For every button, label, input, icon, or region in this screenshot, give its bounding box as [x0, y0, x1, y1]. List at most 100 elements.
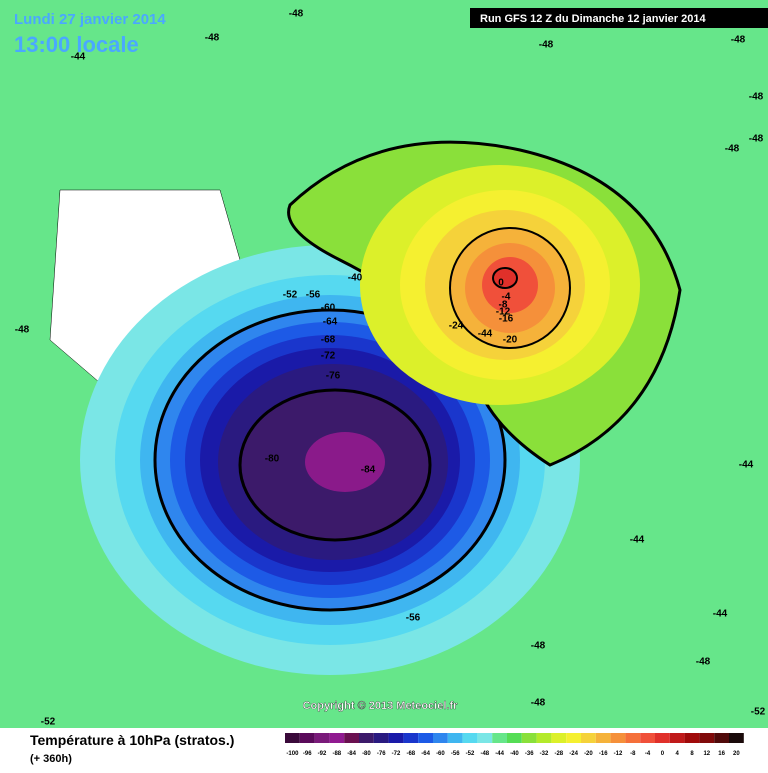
legend-swatch	[447, 733, 463, 743]
legend-swatch	[388, 733, 404, 743]
legend-swatch	[729, 733, 744, 743]
legend-label: 16	[718, 751, 725, 757]
legend-swatch	[669, 733, 685, 743]
contour-label: -84	[361, 465, 376, 476]
legend-label: -8	[630, 751, 636, 757]
legend-label: -100	[286, 751, 299, 757]
contour-label: -56	[306, 290, 321, 301]
legend-label: -44	[495, 751, 504, 757]
contour-label: -48	[205, 33, 220, 44]
run-box	[470, 8, 768, 28]
legend-swatch	[684, 733, 700, 743]
legend-swatch	[492, 733, 507, 743]
contour-label: -48	[531, 698, 546, 709]
run: Run GFS 12 Z du Dimanche 12 janvier 2014	[480, 13, 706, 25]
legend-swatch	[714, 733, 729, 743]
contour-label: -16	[499, 314, 514, 325]
contour-label: -8	[499, 300, 508, 311]
legend-label: -48	[480, 751, 489, 757]
contour-label: -68	[321, 335, 336, 346]
contour-label: -48	[749, 92, 764, 103]
legend-label: -60	[436, 751, 445, 757]
legend-swatch	[566, 733, 581, 743]
legend-swatch	[314, 733, 330, 743]
legend-label: 0	[661, 751, 665, 757]
legend-swatch	[299, 733, 315, 743]
legend-label: -92	[318, 751, 327, 757]
legend-label: -80	[362, 751, 371, 757]
contour-label: -60	[321, 303, 336, 314]
legend-label: -20	[584, 751, 593, 757]
legend-swatch	[699, 733, 715, 743]
contour-label: -80	[265, 454, 280, 465]
legend-label: -40	[510, 751, 519, 757]
contour-label: -48	[749, 134, 764, 145]
contour-label: -12	[496, 307, 511, 318]
legend-label: -32	[540, 751, 549, 757]
legend-label: -64	[421, 751, 430, 757]
contour-label: -52	[751, 707, 766, 718]
legend-swatch	[595, 733, 611, 743]
map-fields	[49, 140, 682, 675]
contour-label: -20	[503, 335, 518, 346]
legend-swatch	[373, 733, 389, 743]
legend-label: -12	[614, 751, 623, 757]
contour-label: -44	[478, 329, 493, 340]
legend-swatch	[462, 733, 478, 743]
contour-label: -24	[449, 321, 464, 332]
contour-label: -48	[531, 641, 546, 652]
contour-label: -48	[539, 40, 554, 51]
contour-label: -44	[713, 609, 728, 620]
contour-label: -44	[630, 535, 645, 546]
legend-label: -24	[569, 751, 578, 757]
footer-lead: (+ 360h)	[30, 753, 72, 765]
legend-swatch	[359, 733, 374, 743]
legend-label: 20	[733, 751, 740, 757]
contour-label: -48	[696, 657, 711, 668]
legend-label: -68	[406, 751, 415, 757]
legend-swatch	[433, 733, 448, 743]
legend-swatch	[285, 733, 300, 743]
legend-swatch	[477, 733, 493, 743]
contour-label: -48	[289, 9, 304, 20]
legend-label: -36	[525, 751, 534, 757]
legend-swatch	[521, 733, 537, 743]
contour-labels: -48-48-44-48 -48-48-48-48-52 -56-60-64-68-…	[15, 9, 766, 728]
contour-label: -48	[725, 144, 740, 155]
contour-label: -48	[731, 35, 746, 46]
legend-swatch	[403, 733, 419, 743]
legend-label: -72	[392, 751, 401, 757]
contour-label: -52	[41, 717, 56, 728]
legend-swatch	[610, 733, 626, 743]
legend-label: 4	[676, 751, 680, 757]
legend-label: -52	[466, 751, 475, 757]
legend-swatch	[536, 733, 552, 743]
date: Lundi 27 janvier 2014	[14, 11, 166, 28]
legend-label: -96	[303, 751, 312, 757]
legend-swatch	[418, 733, 433, 743]
legend: -100 -96 -92 -88 -84 -80 -76 -72 -68 -64 -60 -56 -52…	[285, 733, 744, 757]
contour-label: -40	[348, 273, 363, 284]
legend-label: -16	[599, 751, 608, 757]
legend-swatch	[625, 733, 641, 743]
legend-swatch	[581, 733, 596, 743]
legend-swatch	[640, 733, 655, 743]
legend-label: 8	[690, 751, 694, 757]
legend-label: -28	[554, 751, 563, 757]
contour-label: -44	[71, 52, 86, 63]
contour-label: -76	[326, 371, 341, 382]
contour-label: -44	[739, 460, 754, 471]
contour-label: -64	[323, 317, 338, 328]
legend-label: 12	[703, 751, 710, 757]
contour-label: -52	[283, 290, 298, 301]
contour-label: -72	[321, 351, 336, 362]
contour-label: 0	[498, 278, 504, 289]
contour-label: -56	[406, 613, 421, 624]
contour-label: -48	[15, 325, 30, 336]
legend-label: -4	[645, 751, 651, 757]
footer-title: Température à 10hPa (stratos.)	[30, 732, 234, 748]
legend-label: -88	[332, 751, 341, 757]
legend-swatch	[344, 733, 359, 743]
legend-label: -84	[347, 751, 356, 757]
